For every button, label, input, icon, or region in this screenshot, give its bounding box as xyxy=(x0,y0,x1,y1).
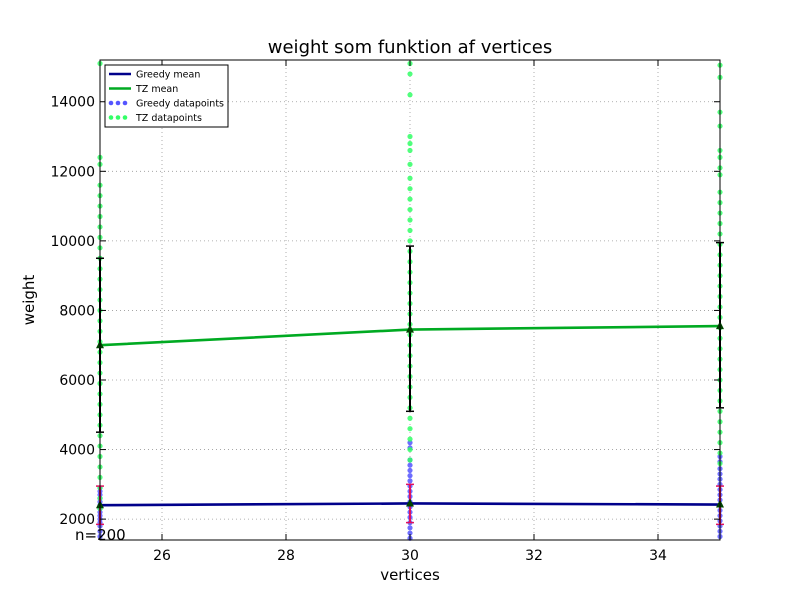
legend: Greedy mean TZ mean Greedy datapoints TZ da… xyxy=(104,64,229,128)
tz-datapoint xyxy=(407,175,413,181)
tz-datapoint xyxy=(407,71,413,77)
tz-datapoint xyxy=(407,133,413,140)
y-tick-label: 6000 xyxy=(59,373,95,389)
legend-dot-swatch xyxy=(108,115,114,120)
legend-dot-swatch xyxy=(108,100,114,106)
y-tick-label: 2000 xyxy=(59,512,95,528)
y-tick-label: 12000 xyxy=(50,164,95,180)
tz-datapoint xyxy=(407,227,413,234)
x-tick-label: 30 xyxy=(401,548,419,564)
tz-datapoint xyxy=(407,186,413,192)
tz-datapoint xyxy=(407,446,413,453)
x-tick-label: 26 xyxy=(153,548,171,564)
greedy-datapoint xyxy=(407,478,413,484)
tz-datapoint xyxy=(407,196,413,202)
y-axis-label: weight xyxy=(20,275,38,326)
tz-datapoint xyxy=(407,426,413,432)
greedy-datapoint xyxy=(407,462,413,468)
y-tick-label: 10000 xyxy=(50,234,95,250)
grid-layer xyxy=(100,60,720,540)
x-tick-label: 32 xyxy=(525,548,543,564)
legend-dot-swatch xyxy=(115,100,121,106)
greedy-datapoint xyxy=(407,467,413,474)
tz-datapoint xyxy=(407,140,413,147)
tz-datapoint xyxy=(407,206,413,213)
y-tick-label: 14000 xyxy=(50,95,95,111)
x-axis-label: vertices xyxy=(380,566,440,584)
legend-label: Greedy mean xyxy=(136,70,200,81)
legend-label: TZ mean xyxy=(135,84,178,95)
x-tick-label: 28 xyxy=(277,548,295,564)
y-tick-label: 8000 xyxy=(59,303,95,319)
tz-datapoint xyxy=(407,436,413,442)
greedy-datapoint xyxy=(407,530,413,536)
tz-datapoint xyxy=(407,415,413,421)
legend-dot-swatch xyxy=(122,115,128,120)
tick-layer: 26 28 30 32 34 2000 4000 6000 8000 10000 12000 1400… xyxy=(50,60,720,564)
tz-datapoint xyxy=(407,217,413,223)
greedy-datapoint xyxy=(407,525,413,531)
legend-dot-swatch xyxy=(122,100,128,106)
greedy-mean-marker xyxy=(406,498,414,507)
tz-datapoint xyxy=(407,161,413,167)
tz-datapoint xyxy=(407,147,413,154)
legend-label: TZ datapoints xyxy=(135,113,202,124)
tz-datapoint xyxy=(407,92,413,98)
legend-label: Greedy datapoints xyxy=(136,99,224,110)
legend-dot-swatch xyxy=(115,115,121,120)
x-tick-label: 34 xyxy=(649,548,667,564)
greedy-datapoint xyxy=(407,473,413,479)
chart-title: weight som funktion af vertices xyxy=(268,37,552,58)
y-tick-label: 4000 xyxy=(59,443,95,459)
tz-mean-marker xyxy=(406,324,414,333)
n-annotation: n=200 xyxy=(75,526,126,544)
tz-datapoint xyxy=(407,457,413,463)
tz-datapoint xyxy=(407,238,413,244)
